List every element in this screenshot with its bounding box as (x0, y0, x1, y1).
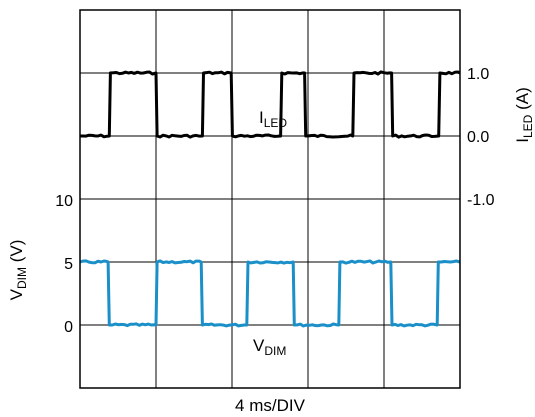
right-tick-label: -1.0 (467, 192, 495, 209)
left-tick-label: 5 (64, 256, 73, 273)
right-tick-label: 1.0 (467, 66, 489, 83)
x-axis-title: 4 ms/DIV (235, 396, 306, 415)
grid (80, 10, 460, 388)
left-tick-label: 0 (64, 319, 73, 336)
right-tick-label: 0.0 (467, 129, 489, 146)
left-tick-label: 10 (55, 193, 73, 210)
traces (79, 70, 461, 328)
right-axis-title: ILED (A) (513, 87, 535, 142)
series-label-vdim: VDIM (253, 336, 286, 358)
series-label-iled: ILED (259, 108, 287, 130)
plot-frame (79, 9, 461, 389)
iled-trace (80, 70, 461, 139)
left-axis-title: VDIM (V) (7, 240, 29, 301)
vdim-trace (79, 259, 461, 328)
